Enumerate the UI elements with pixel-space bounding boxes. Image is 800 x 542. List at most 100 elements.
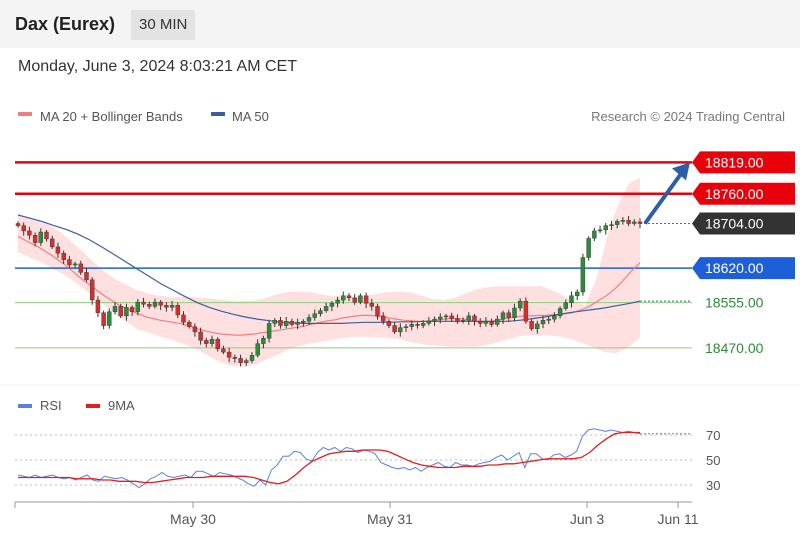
rsi-panel: 30 50 70 [15,428,720,493]
candle-body [597,229,603,232]
candle-body [204,340,209,344]
candle [289,318,295,327]
candle [72,261,78,269]
candle-body [284,321,289,326]
candle [89,277,95,305]
ma20-legend-swatch [18,112,32,116]
candle [569,291,574,308]
candle-body [620,220,626,222]
candle-body [535,323,540,329]
candle-body [181,314,186,323]
rsi-tick-label: 50 [706,453,720,468]
candle-body [55,246,61,254]
candle-body [21,225,26,232]
x-tick-label: May 30 [170,511,216,527]
candle-body [135,301,141,312]
candle-body [112,306,118,312]
rsi-tick-label: 30 [706,478,720,493]
candle-body [438,316,443,320]
candle [586,236,591,261]
candle [295,318,300,330]
candle [101,310,106,330]
pivot-price-tag [692,257,795,280]
candle-body [615,221,620,225]
candle [557,306,563,319]
candle [15,221,21,228]
candle-body [67,259,72,266]
candle [489,318,494,328]
candle-body [586,238,591,258]
candle-body [358,295,363,303]
candle [369,298,374,311]
candle-body [301,321,306,323]
candle [392,322,397,334]
candle-body [552,315,557,320]
candle-body [403,326,409,328]
candle-body [546,318,551,321]
candle [620,217,626,225]
candle [495,315,500,327]
candle-body [244,360,249,363]
candle-body [84,272,89,280]
candle [449,312,454,322]
candle [603,222,608,235]
rsi-tick-label: 70 [706,428,720,443]
candle [55,242,61,259]
candle [592,227,597,242]
candle-body [335,299,340,304]
candle [306,314,312,325]
support-price-label: 18470.00 [705,340,764,356]
candle [255,339,260,358]
candle [209,335,215,347]
candle [204,337,209,348]
candle-body [27,230,32,236]
candle [535,320,540,334]
candle-body [186,322,192,327]
candle-body [329,303,335,307]
candle-body [569,295,574,303]
candle-body [124,307,129,317]
support-price-label: 18555.00 [705,295,764,311]
candle-body [38,231,43,243]
candle [409,320,414,331]
candle-body [449,315,454,319]
candle [415,322,420,329]
candle [186,320,192,329]
candle [506,309,511,322]
candle [266,319,272,343]
candle-body [266,323,272,339]
candle-body [472,315,477,322]
candle [523,297,529,324]
candle-body [238,358,243,363]
candle [129,305,135,316]
candle-body [443,315,449,318]
candle [460,317,466,324]
candle [50,235,55,249]
research-credit: Research © 2024 Trading Central [591,109,785,124]
candle [141,297,146,308]
candle [421,320,426,329]
candle [341,291,346,304]
candle [278,317,283,329]
candle-body [101,312,106,326]
candle [403,323,409,332]
candle-body [392,325,397,333]
candle-body [198,331,203,341]
candle-body [255,343,260,356]
candle-body [529,321,534,329]
candle-body [61,253,66,260]
candle [181,311,186,325]
candle-body [455,318,460,322]
candle-body [306,317,312,322]
candle-body [261,338,266,344]
candle [346,293,352,302]
candle-body [518,300,523,309]
candle-body [500,312,506,320]
interval-selector[interactable]: 30 MIN [131,10,196,40]
candle [84,268,89,282]
candle [335,296,340,308]
candle-body [421,323,426,326]
x-tick-label: May 31 [367,511,413,527]
candle-body [386,321,392,326]
